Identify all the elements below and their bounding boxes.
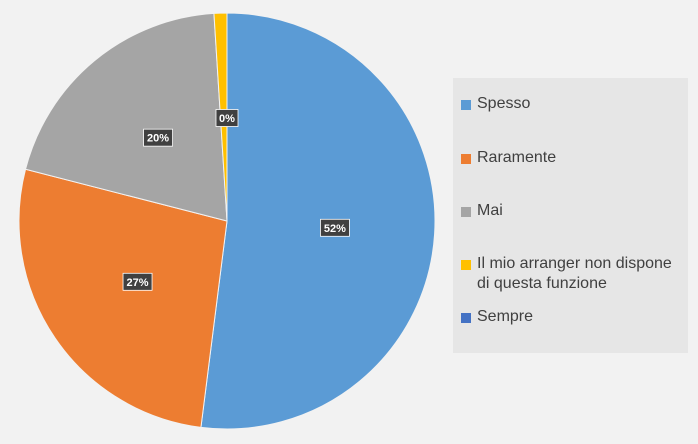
legend-swatch — [461, 154, 471, 164]
legend-swatch — [461, 100, 471, 110]
pie-slice-raramente — [18, 168, 228, 428]
legend-label-line: Spesso — [477, 95, 531, 112]
legend-label-line: Sempre — [477, 308, 534, 325]
data-label-box — [122, 272, 153, 291]
data-label-3: 0% — [215, 109, 239, 127]
legend-label-line: Raramente — [477, 149, 557, 166]
data-label-0: 52% — [320, 218, 350, 237]
data-label-text: 0% — [219, 113, 235, 125]
data-label-text: 20% — [147, 133, 169, 145]
data-label-1: 27% — [122, 272, 153, 291]
data-label-2: 20% — [143, 128, 173, 147]
data-label-box — [320, 218, 350, 237]
legend-swatch — [461, 260, 471, 270]
data-label-text: 52% — [324, 223, 346, 235]
legend-label: Raramente — [477, 148, 692, 168]
legend-label-line: Mai — [477, 202, 503, 219]
legend-label-line: di questa funzione — [477, 275, 607, 292]
legend-label: Spesso — [477, 94, 692, 114]
legend-label: Il mio arranger non dispone di questa fun… — [477, 254, 692, 294]
legend-swatch — [461, 313, 471, 323]
data-label-box — [215, 109, 239, 127]
data-label-text: 27% — [127, 277, 149, 289]
legend-label: Sempre — [477, 307, 692, 327]
legend-swatch — [461, 207, 471, 217]
legend-label: Mai — [477, 201, 692, 221]
pie-slice-mai — [24, 12, 228, 222]
legend: Spesso Raramente Mai Il mio arranger non di… — [453, 78, 688, 353]
legend-label-line: Il mio arranger non dispone — [477, 255, 672, 272]
data-label-box — [143, 128, 173, 147]
pie-slice-spesso — [200, 12, 436, 430]
